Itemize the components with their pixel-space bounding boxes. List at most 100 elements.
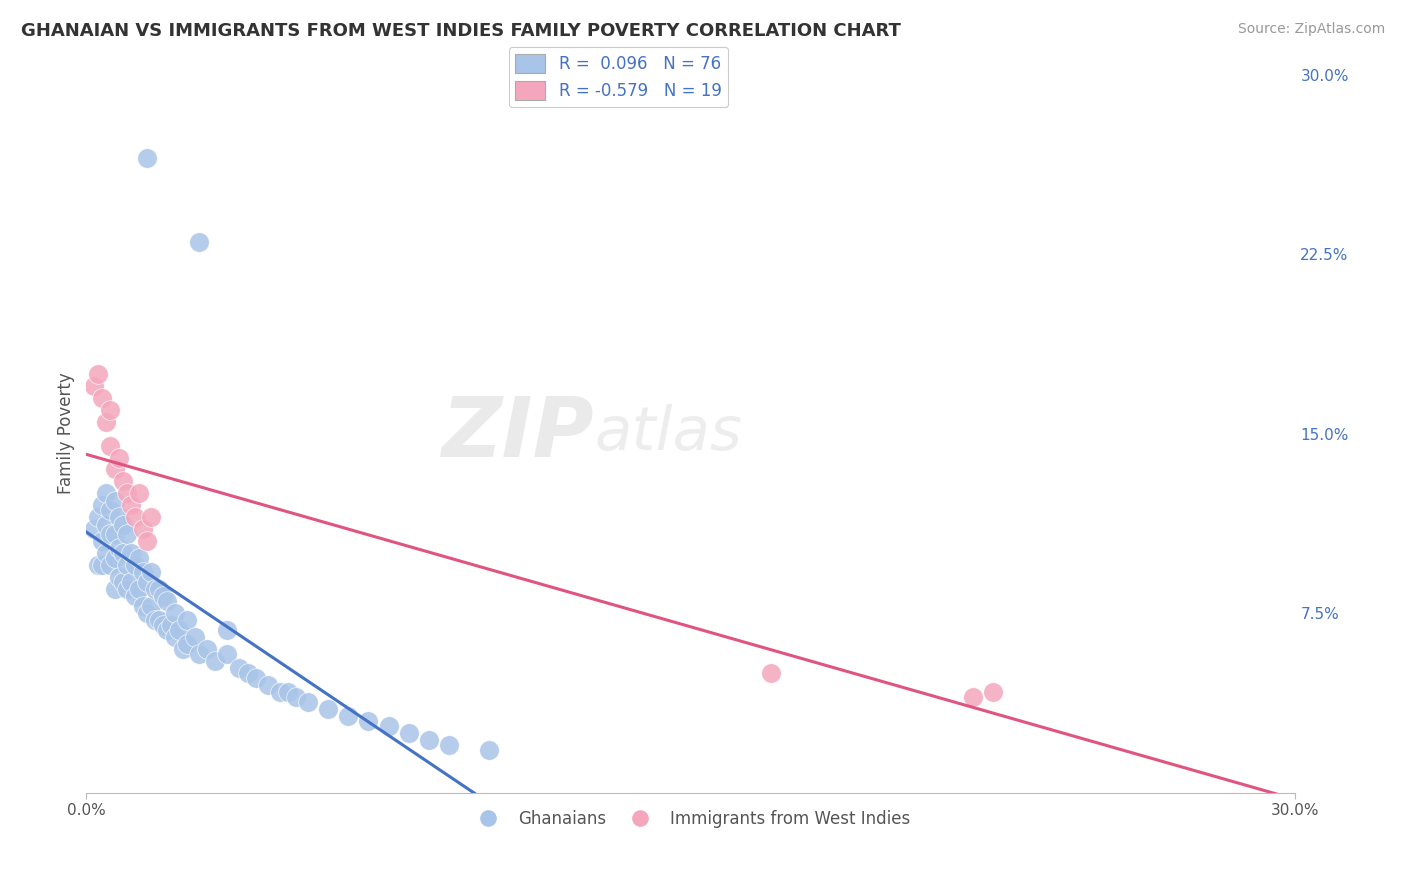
Point: [120, 499, 142, 513]
Point: [176, 637, 198, 651]
Point: [96, 517, 118, 532]
Point: [377, 718, 399, 732]
Point: [132, 599, 155, 613]
Point: [437, 738, 460, 752]
Point: [87, 558, 110, 573]
Point: [152, 618, 174, 632]
Point: [91, 558, 114, 573]
Point: [160, 618, 183, 632]
Point: [143, 613, 166, 627]
Point: [269, 685, 291, 699]
Point: [228, 661, 250, 675]
Point: [96, 546, 118, 560]
Point: [139, 566, 162, 580]
Point: [156, 623, 179, 637]
Point: [100, 402, 122, 417]
Point: [120, 574, 142, 589]
Point: [195, 642, 218, 657]
Point: [981, 685, 1004, 699]
Point: [107, 541, 129, 556]
Point: [124, 558, 146, 573]
Point: [217, 623, 239, 637]
Point: [107, 510, 129, 524]
Point: [156, 594, 179, 608]
Text: ZIP: ZIP: [441, 393, 595, 474]
Point: [167, 623, 190, 637]
Point: [91, 534, 114, 549]
Point: [172, 642, 194, 657]
Point: [96, 486, 118, 500]
Point: [143, 582, 166, 597]
Point: [132, 566, 155, 580]
Point: [418, 733, 440, 747]
Point: [357, 714, 380, 728]
Point: [128, 551, 150, 566]
Point: [100, 527, 122, 541]
Point: [124, 510, 146, 524]
Point: [87, 510, 110, 524]
Point: [204, 654, 226, 668]
Point: [100, 503, 122, 517]
Point: [103, 551, 125, 566]
Point: [120, 546, 142, 560]
Point: [128, 582, 150, 597]
Point: [115, 527, 138, 541]
Point: [398, 726, 420, 740]
Point: [115, 582, 138, 597]
Point: [135, 151, 157, 165]
Point: [217, 647, 239, 661]
Point: [100, 439, 122, 453]
Point: [236, 665, 259, 680]
Point: [152, 590, 174, 604]
Point: [111, 475, 134, 489]
Point: [761, 665, 783, 680]
Text: atlas: atlas: [595, 404, 742, 463]
Y-axis label: Family Poverty: Family Poverty: [58, 373, 75, 494]
Point: [111, 574, 134, 589]
Point: [91, 499, 114, 513]
Point: [316, 702, 339, 716]
Text: Source: ZipAtlas.com: Source: ZipAtlas.com: [1237, 22, 1385, 37]
Point: [135, 574, 157, 589]
Point: [83, 522, 105, 536]
Point: [176, 613, 198, 627]
Point: [139, 510, 162, 524]
Point: [103, 527, 125, 541]
Point: [188, 647, 211, 661]
Point: [277, 685, 299, 699]
Point: [115, 558, 138, 573]
Point: [128, 486, 150, 500]
Point: [188, 235, 211, 249]
Point: [478, 742, 501, 756]
Point: [284, 690, 307, 704]
Point: [163, 606, 186, 620]
Point: [337, 709, 360, 723]
Text: GHANAIAN VS IMMIGRANTS FROM WEST INDIES FAMILY POVERTY CORRELATION CHART: GHANAIAN VS IMMIGRANTS FROM WEST INDIES …: [21, 22, 901, 40]
Point: [135, 534, 157, 549]
Point: [87, 367, 110, 381]
Point: [962, 690, 984, 704]
Point: [107, 450, 129, 465]
Point: [297, 695, 319, 709]
Point: [103, 462, 125, 476]
Point: [163, 630, 186, 644]
Point: [184, 630, 207, 644]
Point: [96, 415, 118, 429]
Point: [148, 613, 170, 627]
Point: [100, 558, 122, 573]
Point: [103, 493, 125, 508]
Legend: Ghanaians, Immigrants from West Indies: Ghanaians, Immigrants from West Indies: [465, 804, 917, 835]
Point: [91, 391, 114, 405]
Point: [111, 517, 134, 532]
Point: [148, 582, 170, 597]
Point: [245, 671, 267, 685]
Point: [124, 590, 146, 604]
Point: [83, 378, 105, 392]
Point: [256, 678, 278, 692]
Point: [103, 582, 125, 597]
Point: [107, 570, 129, 584]
Point: [111, 546, 134, 560]
Point: [135, 606, 157, 620]
Point: [115, 486, 138, 500]
Point: [139, 599, 162, 613]
